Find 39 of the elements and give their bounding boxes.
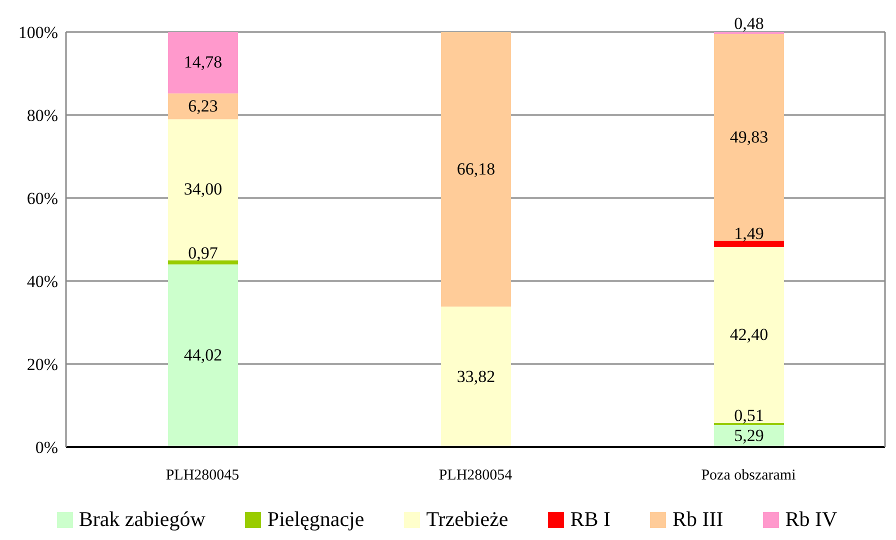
bar: [714, 240, 784, 247]
data-label: 49,83: [730, 127, 768, 146]
y-tick-label: 60%: [26, 189, 58, 208]
bar: [168, 119, 238, 260]
legend-label: Pielęgnacje: [267, 507, 364, 532]
legend-label: Rb IV: [785, 507, 838, 532]
data-label: 0,51: [734, 406, 764, 425]
bar: [168, 93, 238, 120]
bar: [168, 32, 238, 94]
y-tick-label: 0%: [35, 438, 58, 458]
data-label: 0,97: [188, 243, 218, 262]
data-label: 5,29: [734, 426, 764, 446]
bar: [441, 32, 511, 307]
data-label: 1,49: [734, 224, 764, 243]
data-label: 6,23: [188, 96, 218, 116]
x-tick-label: PLH280045: [166, 468, 240, 484]
y-tick-label: 100%: [18, 23, 58, 42]
data-label: 42,40: [730, 324, 768, 344]
data-label: 66,18: [456, 159, 496, 178]
legend-label: Brak zabiegów: [78, 507, 206, 532]
data-label: 33,82: [456, 366, 496, 386]
bar: [168, 264, 238, 447]
data-label: 44,02: [184, 346, 222, 365]
bar: [714, 422, 784, 426]
data-label: 0,48: [734, 14, 764, 33]
x-tick-label: Poza obszarami: [701, 468, 796, 484]
y-tick-label: 80%: [26, 106, 58, 126]
data-label: 14,78: [184, 52, 222, 72]
legend-label: Trzebieże: [426, 507, 508, 532]
data-label: 34,00: [184, 180, 222, 199]
x-tick-label: PLH280054: [438, 468, 513, 484]
legend-label: RB I: [570, 507, 610, 532]
bar: [441, 306, 511, 447]
bar: [714, 34, 784, 241]
legend-label: Rb III: [672, 507, 724, 532]
bar: [168, 260, 238, 264]
bar: [714, 246, 784, 423]
y-tick-label: 40%: [26, 272, 58, 292]
y-tick-label: 20%: [26, 355, 58, 374]
